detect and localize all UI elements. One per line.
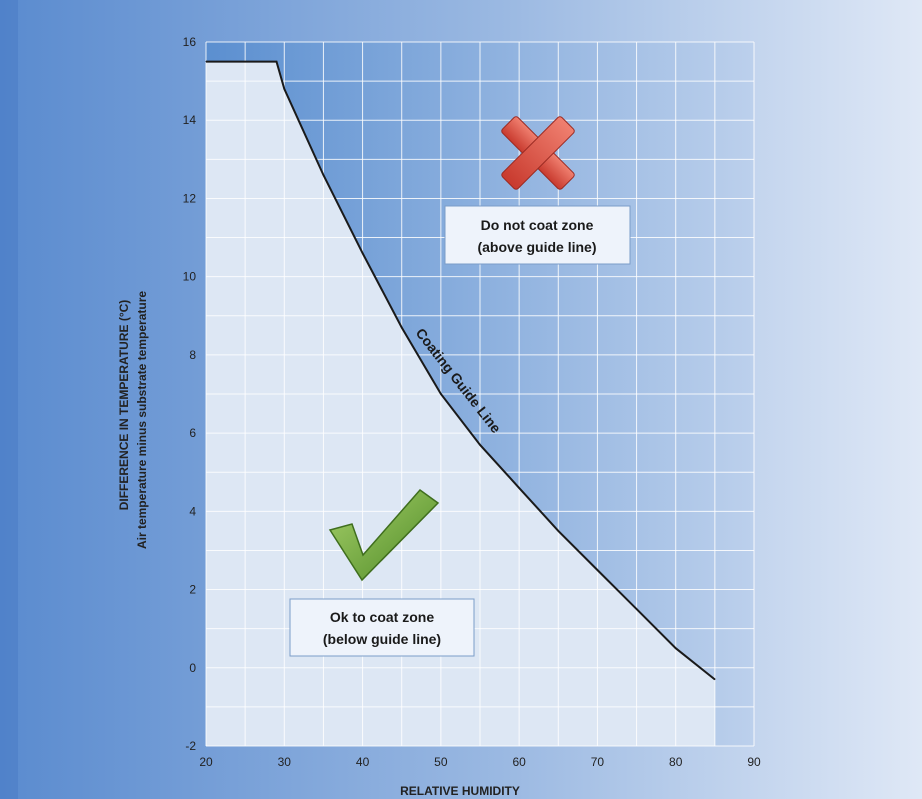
guide-line-point xyxy=(479,444,481,446)
y-tick-label: 4 xyxy=(189,504,196,518)
y-tick-label: 6 xyxy=(189,426,196,440)
guide-line-point xyxy=(596,569,598,571)
y-tick-label: 2 xyxy=(189,583,196,597)
do-not-coat-line2: (above guide line) xyxy=(477,239,596,255)
do-not-coat-line1: Do not coat zone xyxy=(481,217,594,233)
guide-line-point xyxy=(518,487,520,489)
y-axis-title: DIFFERENCE IN TEMPERATURE (°C) xyxy=(117,300,131,511)
do-not-coat-annotation: Do not coat zone (above guide line) xyxy=(444,205,631,265)
x-tick-label: 60 xyxy=(512,755,526,769)
below-zone xyxy=(206,61,715,747)
ok-to-coat-box xyxy=(289,598,475,657)
y-tick-label: -2 xyxy=(185,739,196,753)
guide-line-point xyxy=(362,252,364,254)
ok-to-coat-line2: (below guide line) xyxy=(323,631,441,647)
guide-line-point xyxy=(322,174,324,176)
y-tick-label: 14 xyxy=(183,113,197,127)
y-tick-label: 10 xyxy=(183,270,197,284)
ok-to-coat-annotation: Ok to coat zone (below guide line) xyxy=(289,598,475,657)
x-tick-label: 70 xyxy=(591,755,605,769)
y-tick-label: 0 xyxy=(189,661,196,675)
cross-icon xyxy=(501,116,575,190)
do-not-coat-box xyxy=(444,205,631,265)
x-tick-label: 40 xyxy=(356,755,370,769)
ok-to-coat-line1: Ok to coat zone xyxy=(330,609,434,625)
guide-line-point xyxy=(276,61,277,63)
left-strip xyxy=(0,0,18,799)
guide-line-point xyxy=(440,393,442,395)
guide-line-point xyxy=(675,647,677,649)
x-tick-label: 30 xyxy=(278,755,292,769)
guide-line-point xyxy=(636,608,638,610)
guide-line-point xyxy=(205,61,207,63)
guide-line-point xyxy=(283,88,285,90)
x-tick-label: 20 xyxy=(199,755,213,769)
guide-line xyxy=(206,60,716,681)
y-tick-label: 12 xyxy=(183,191,197,205)
check-icon xyxy=(328,488,440,582)
guide-line-point xyxy=(557,530,559,532)
guide-line-point xyxy=(714,679,716,680)
y-tick-label: 16 xyxy=(183,35,197,49)
x-tick-label: 90 xyxy=(747,755,761,769)
x-axis-title: RELATIVE HUMIDITY xyxy=(400,784,520,798)
x-tick-label: 80 xyxy=(669,755,683,769)
y-tick-label: 8 xyxy=(189,348,196,362)
y-axis-subtitle: Air temperature minus substrate temperat… xyxy=(135,291,149,549)
guide-line-point xyxy=(401,327,403,328)
x-tick-label: 50 xyxy=(434,755,448,769)
